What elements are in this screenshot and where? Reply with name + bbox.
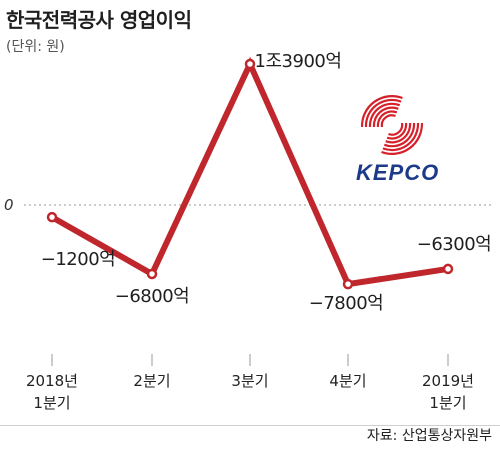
x-tick-label: 2분기: [133, 372, 170, 390]
data-point: [46, 211, 58, 223]
data-point: [244, 58, 256, 70]
unit-label: (단위: 원): [6, 39, 65, 55]
chart-title: 한국전력공사 영업이익: [6, 8, 192, 32]
kepco-logo: KEPCO: [356, 94, 439, 185]
x-tick-label: 1분기: [33, 394, 70, 412]
data-label: 1조3900억: [255, 51, 342, 72]
x-tick-label: 4분기: [329, 372, 366, 390]
x-tick-label: 3분기: [231, 372, 268, 390]
x-tick-label: 2019년: [422, 372, 474, 390]
data-point: [146, 268, 158, 280]
data-label: −6300억: [417, 234, 491, 255]
data-point: [442, 263, 454, 275]
data-label: −7800억: [309, 293, 383, 314]
svg-text:KEPCO: KEPCO: [356, 160, 439, 185]
x-tick-label: 2018년: [26, 372, 78, 390]
data-point: [342, 278, 354, 290]
zero-label: 0: [4, 196, 14, 214]
bottom-rule: [0, 425, 500, 426]
data-label: −1200억: [41, 249, 115, 270]
data-label: −6800억: [115, 286, 189, 307]
x-tick-label: 1분기: [429, 394, 466, 412]
source-note: 자료: 산업통상자원부: [366, 428, 492, 444]
